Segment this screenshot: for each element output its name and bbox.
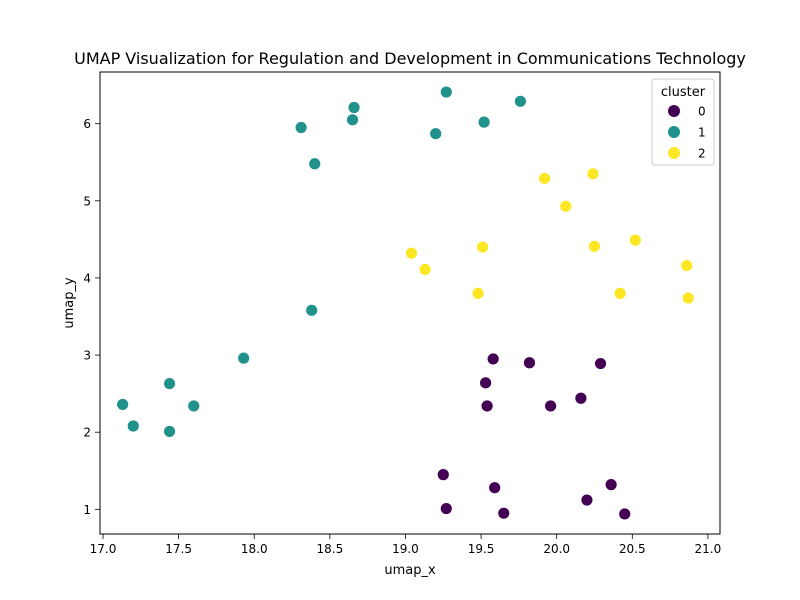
scatter-point-cluster-0 [580,493,594,507]
scatter-point-cluster-2 [681,291,695,305]
x-tick-label: 19.0 [392,542,419,556]
legend-label: 2 [698,147,706,161]
scatter-point-cluster-2 [418,263,432,276]
legend-marker-cluster-0 [668,105,680,117]
x-axis-label: umap_x [384,563,436,578]
legend-box [651,78,715,166]
x-tick-label: 17.0 [90,542,117,556]
scatter-point-cluster-1 [429,127,443,141]
scatter-point-cluster-2 [628,233,642,247]
y-tick-label: 4 [83,271,91,285]
scatter-point-cluster-2 [613,286,627,300]
x-tick-label: 21.0 [695,542,722,556]
legend: cluster 0 1 2 [651,78,715,166]
x-tick-label: 20.5 [619,542,646,556]
legend-marker-cluster-1 [668,126,680,138]
y-tick-label: 1 [83,503,91,517]
scatter-point-cluster-1 [477,115,491,129]
scatter-point-cluster-1 [163,377,176,391]
scatter-point-cluster-0 [439,502,453,515]
scatter-point-cluster-1 [163,425,176,438]
scatter-points [116,85,695,521]
scatter-point-cluster-2 [680,259,694,272]
scatter-point-cluster-1 [346,113,359,127]
scatter-point-cluster-0 [574,391,588,405]
x-tick-label: 20.0 [543,542,570,556]
y-axis-ticks: 1 2 3 4 5 6 [83,117,100,517]
scatter-point-cluster-0 [436,468,450,482]
scatter-point-cluster-1 [126,419,140,433]
scatter-point-cluster-1 [439,85,453,99]
scatter-point-cluster-0 [618,507,632,521]
scatter-point-cluster-0 [523,356,536,370]
legend-title: cluster [661,85,706,100]
legend-label: 0 [698,105,706,119]
scatter-point-cluster-2 [588,239,601,253]
scatter-point-cluster-1 [116,398,130,411]
legend-label: 1 [698,126,706,140]
chart-title: UMAP Visualization for Regulation and De… [74,49,746,68]
scatter-point-cluster-0 [594,357,607,370]
scatter-point-cluster-0 [479,376,493,390]
scatter-point-cluster-0 [604,478,618,492]
plot-area-frame [99,71,721,535]
legend-entries: 0 1 2 [668,105,706,161]
x-axis-ticks: 17.0 17.5 18.0 18.5 19.0 19.5 20.0 20.5 21.0 [90,534,722,556]
scatter-point-cluster-2 [586,167,600,181]
y-tick-label: 3 [83,349,91,363]
scatter-point-cluster-2 [559,199,573,213]
y-tick-label: 2 [83,426,91,440]
scatter-point-cluster-1 [305,303,319,317]
x-tick-label: 19.5 [468,542,495,556]
scatter-point-cluster-1 [513,94,527,108]
scatter-point-cluster-1 [237,351,251,365]
scatter-point-cluster-2 [471,286,485,300]
legend-marker-cluster-2 [668,147,680,159]
scatter-point-cluster-2 [405,246,418,260]
y-tick-label: 5 [83,194,91,208]
scatter-point-cluster-0 [480,399,494,413]
scatter-point-cluster-0 [488,481,502,495]
scatter-point-cluster-1 [308,157,322,171]
y-tick-label: 6 [83,117,91,131]
scatter-point-cluster-0 [544,399,558,413]
scatter-point-cluster-1 [347,101,361,114]
scatter-point-cluster-2 [476,240,489,254]
scatter-point-cluster-0 [486,352,500,366]
x-tick-label: 17.5 [165,542,192,556]
scatter-point-cluster-1 [294,121,308,134]
scatter-point-cluster-2 [538,172,551,185]
x-tick-label: 18.5 [316,542,343,556]
y-axis-label: umap_y [62,277,77,329]
scatter-point-cluster-0 [497,506,511,520]
scatter-point-cluster-1 [187,399,201,413]
x-tick-label: 18.0 [241,542,268,556]
